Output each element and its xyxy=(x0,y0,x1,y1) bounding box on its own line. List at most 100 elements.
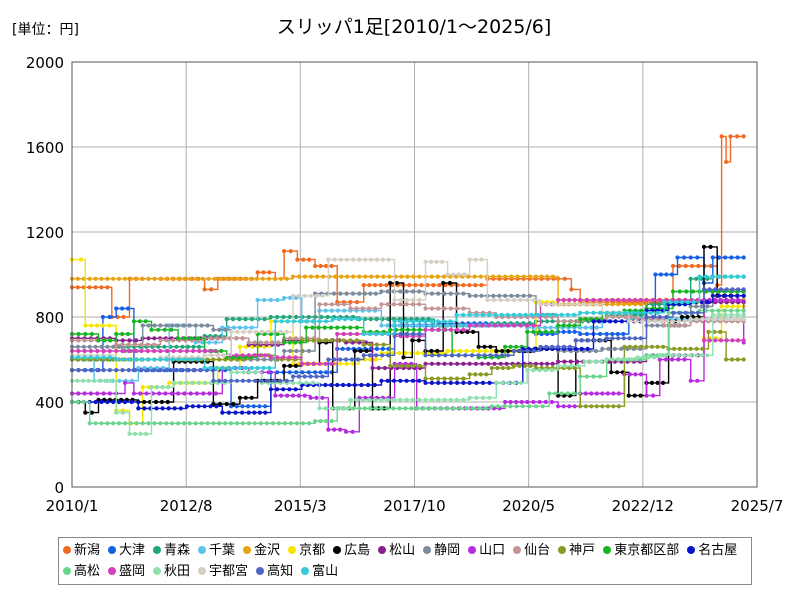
x-tick-label: 2022/12 xyxy=(612,497,674,515)
series-point xyxy=(591,319,596,324)
series-point xyxy=(505,297,510,303)
series-point xyxy=(99,421,104,426)
series-point xyxy=(357,406,362,411)
series-point xyxy=(379,323,384,328)
series-point xyxy=(572,404,577,409)
series-point xyxy=(392,297,397,303)
series-point xyxy=(297,380,302,385)
series-point xyxy=(616,391,622,396)
series-point xyxy=(467,323,472,328)
series-point xyxy=(146,336,151,341)
series-point xyxy=(373,397,378,402)
series-point xyxy=(374,353,379,358)
series-point xyxy=(592,338,597,343)
series-point xyxy=(410,289,415,294)
series-point xyxy=(284,329,289,334)
series-point xyxy=(617,310,622,315)
series-15 xyxy=(69,297,746,366)
series-point xyxy=(455,397,460,402)
series-point xyxy=(214,404,219,409)
series-point xyxy=(683,263,688,269)
series-point xyxy=(267,365,272,371)
series-point xyxy=(213,391,218,396)
series-point xyxy=(578,310,583,315)
series-point xyxy=(278,329,283,334)
series-point xyxy=(102,338,107,343)
series-point xyxy=(94,323,100,328)
series-point xyxy=(562,359,567,364)
series-point xyxy=(237,344,242,349)
series-point xyxy=(97,378,102,383)
series-point xyxy=(493,312,498,317)
series-point xyxy=(342,406,347,411)
series-point xyxy=(442,319,447,324)
series-point xyxy=(217,378,222,383)
series-point xyxy=(564,302,570,307)
series-point xyxy=(649,380,655,385)
series-point xyxy=(217,421,222,426)
legend-marker xyxy=(108,546,117,554)
series-point xyxy=(699,353,704,358)
series-point xyxy=(700,346,705,351)
series-point xyxy=(511,363,516,368)
series-point xyxy=(429,397,434,402)
series-point xyxy=(405,327,410,332)
series-point xyxy=(212,276,217,281)
y-tick-label: 0 xyxy=(54,479,64,497)
series-point xyxy=(429,274,434,279)
series-point xyxy=(537,399,542,405)
series-point xyxy=(653,272,658,277)
series-point xyxy=(518,297,523,303)
series-point xyxy=(553,391,558,396)
series-point xyxy=(262,357,267,362)
series-point xyxy=(429,319,434,324)
series-point xyxy=(521,293,526,298)
series-point xyxy=(133,357,138,362)
series-point xyxy=(610,302,615,307)
series-point xyxy=(348,300,353,305)
series-point xyxy=(133,348,138,354)
series-point xyxy=(730,287,735,292)
series-point xyxy=(558,302,563,307)
series-point xyxy=(308,274,314,279)
series-point xyxy=(234,378,240,383)
series-point xyxy=(494,353,499,358)
series-point xyxy=(148,365,153,371)
series-point xyxy=(282,249,287,254)
series-point xyxy=(379,406,384,411)
series-point xyxy=(224,317,229,322)
series-point xyxy=(682,353,687,358)
series-point xyxy=(492,323,498,328)
series-point xyxy=(586,338,591,343)
series-point xyxy=(333,274,338,279)
series-point xyxy=(464,406,469,411)
series-point xyxy=(137,319,142,324)
series-point xyxy=(224,402,229,407)
series-point xyxy=(306,314,311,320)
series-point xyxy=(352,382,357,388)
series-point xyxy=(142,406,147,411)
series-point xyxy=(480,395,486,400)
series-point xyxy=(181,323,187,328)
series-point xyxy=(167,380,172,385)
series-point xyxy=(689,263,695,269)
series-point xyxy=(81,399,86,405)
series-point xyxy=(282,295,287,300)
series-point xyxy=(386,353,391,358)
series-point xyxy=(170,338,176,343)
series-point xyxy=(149,385,154,390)
series-point xyxy=(436,397,441,402)
series-point xyxy=(544,344,549,349)
series-point xyxy=(542,325,548,330)
series-point xyxy=(323,361,328,366)
series-point xyxy=(411,327,416,332)
series-point xyxy=(349,357,354,362)
series-point xyxy=(629,357,634,362)
series-point xyxy=(296,274,302,279)
series-point xyxy=(736,304,741,309)
series-point xyxy=(111,357,116,362)
series-point xyxy=(348,397,353,402)
series-point xyxy=(187,323,192,328)
series-point xyxy=(252,421,257,426)
series-point xyxy=(282,348,287,354)
